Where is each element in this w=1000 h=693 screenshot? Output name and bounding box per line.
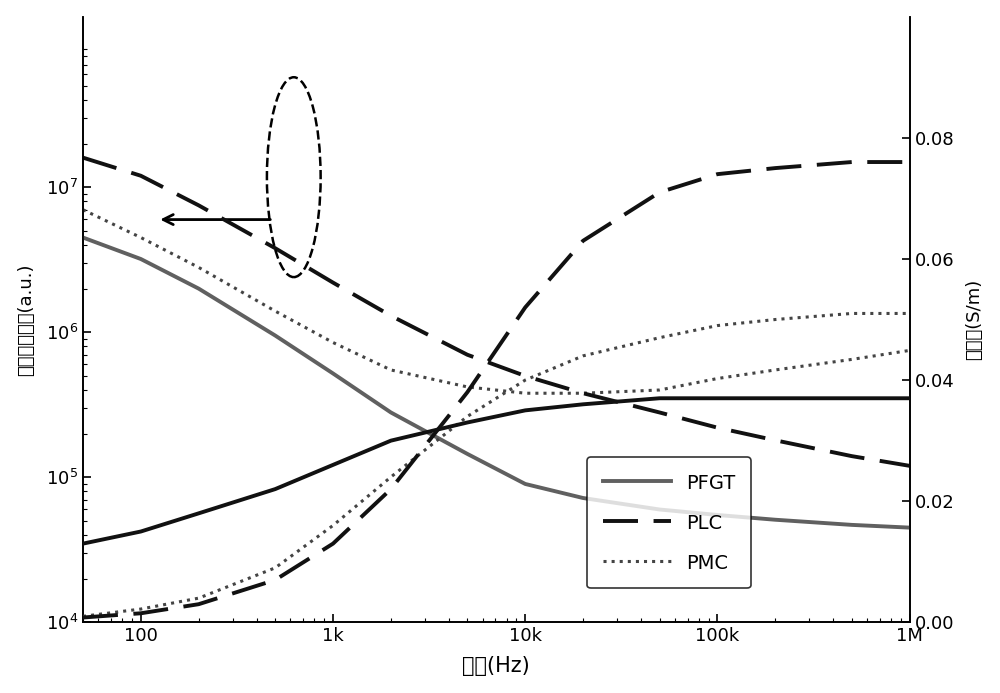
Y-axis label: 相对介电常数(a.u.): 相对介电常数(a.u.) [17,263,35,376]
Y-axis label: 电导率(S/m): 电导率(S/m) [965,279,983,360]
X-axis label: 频率(Hz): 频率(Hz) [462,656,530,676]
Legend: PFGT, PLC, PMC: PFGT, PLC, PMC [587,457,751,588]
